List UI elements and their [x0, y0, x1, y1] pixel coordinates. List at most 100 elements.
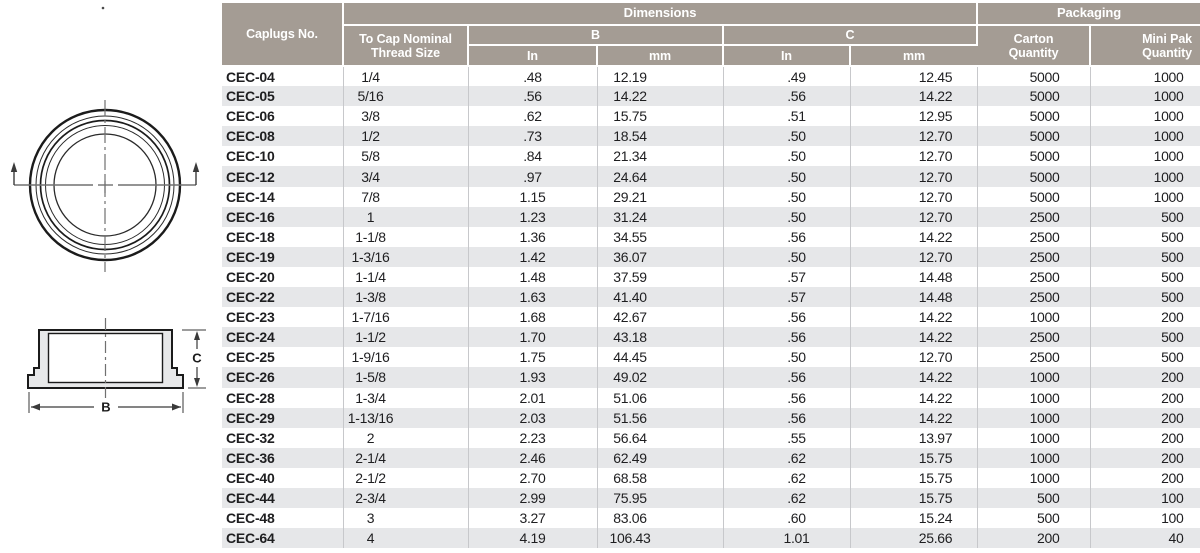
caplugs-no-cell: CEC-22	[222, 287, 344, 308]
carton-qty-cell: 2500	[977, 287, 1091, 308]
c-in-cell: .57	[723, 266, 851, 288]
b-in-cell: .84	[468, 146, 598, 167]
arrow-up-icon	[10, 162, 18, 172]
b-in-cell: 4.19	[468, 528, 598, 549]
table-row: CEC-64 4 4.19 106.43 1.01 25.66 200 40	[222, 528, 1200, 549]
b-mm-cell: 83.06	[597, 508, 724, 529]
table-row: CEC-08 1/2.73 18.54.50 12.70 5000 1000	[222, 126, 1200, 147]
mini-pak-qty-cell: 100	[1090, 508, 1200, 529]
c-in-cell: .50	[723, 347, 851, 368]
caplugs-no-cell: CEC-04	[222, 66, 344, 87]
arrow-left-icon	[31, 403, 40, 411]
c-in-cell: .56	[723, 307, 851, 328]
b-in-cell: .48	[468, 66, 598, 87]
thread-size-cell: 2-1/4	[343, 447, 469, 468]
b-mm-cell: 31.24	[597, 206, 724, 227]
carton-qty-cell: 2500	[977, 246, 1091, 267]
table-row: CEC-19 1-3/16 1.42 36.07.50 12.70 2500 500	[222, 246, 1200, 267]
carton-qty-cell: 200	[977, 528, 1091, 549]
table-row: CEC-20 1-1/4 1.48 37.59.57 14.48 2500 500	[222, 266, 1200, 288]
table-row: CEC-25 1-9/16 1.75 44.45.50 12.70 2500 500	[222, 347, 1200, 368]
mini-pak-qty-cell: 500	[1090, 327, 1200, 348]
table-row: CEC-18 1-1/8 1.36 34.55.56 14.22 2500 500	[222, 226, 1200, 247]
mini-pak-qty-cell: 200	[1090, 367, 1200, 388]
header-thread-size: To Cap Nominal Thread Size	[343, 25, 469, 67]
caplugs-no-cell: CEC-18	[222, 226, 344, 247]
b-dimension-label: B	[101, 400, 110, 415]
thread-size-cell: 1-3/8	[343, 287, 469, 308]
caplugs-no-cell: CEC-28	[222, 387, 344, 408]
c-in-cell: .50	[723, 166, 851, 187]
mini-pak-qty-cell: 1000	[1090, 126, 1200, 147]
c-mm-cell: 14.48	[850, 266, 978, 288]
c-mm-cell: 12.70	[850, 146, 978, 167]
thread-size-cell: 4	[343, 528, 469, 549]
b-in-cell: 2.70	[468, 467, 598, 488]
b-mm-cell: 24.64	[597, 166, 724, 187]
c-in-cell: .56	[723, 226, 851, 247]
table-row: CEC-04 1/4.48 12.19.49 12.45 5000 1000	[222, 66, 1200, 87]
c-mm-cell: 13.97	[850, 427, 978, 448]
c-mm-cell: 15.24	[850, 508, 978, 529]
table-row: CEC-44 2-3/4 2.99 75.95.62 15.75 500 100	[222, 487, 1200, 509]
caplugs-no-cell: CEC-40	[222, 467, 344, 488]
c-in-cell: .50	[723, 186, 851, 207]
b-mm-cell: 51.06	[597, 387, 724, 408]
header-b: B	[468, 25, 724, 46]
arrow-down-icon	[194, 378, 200, 387]
b-in-cell: 2.23	[468, 427, 598, 448]
b-mm-cell: 49.02	[597, 367, 724, 388]
mini-pak-qty-cell: 200	[1090, 447, 1200, 468]
c-in-cell: .56	[723, 367, 851, 388]
header-b-mm: mm	[597, 45, 724, 67]
thread-size-cell: 1/2	[343, 126, 469, 147]
caplugs-no-cell: CEC-05	[222, 86, 344, 107]
table-row: CEC-10 5/8.84 21.34.50 12.70 5000 1000	[222, 146, 1200, 167]
c-mm-cell: 12.70	[850, 347, 978, 368]
c-in-cell: .51	[723, 106, 851, 127]
b-mm-cell: 15.75	[597, 106, 724, 127]
table-row: CEC-32 2 2.23 56.64.55 13.97 1000 200	[222, 427, 1200, 448]
carton-qty-cell: 5000	[977, 106, 1091, 127]
b-in-cell: 1.15	[468, 186, 598, 207]
b-in-cell: 2.03	[468, 407, 598, 428]
cap-top-view-drawing	[10, 100, 200, 272]
mini-pak-qty-cell: 40	[1090, 528, 1200, 549]
b-mm-cell: 14.22	[597, 86, 724, 107]
header-packaging: Packaging	[977, 3, 1200, 26]
thread-size-cell: 1/4	[343, 66, 469, 87]
c-mm-cell: 12.70	[850, 206, 978, 227]
b-mm-cell: 34.55	[597, 226, 724, 247]
thread-size-cell: 1-13/16	[343, 407, 469, 428]
c-in-cell: .50	[723, 146, 851, 167]
caplugs-no-cell: CEC-44	[222, 487, 344, 509]
b-mm-cell: 29.21	[597, 186, 724, 207]
mini-pak-qty-cell: 200	[1090, 407, 1200, 428]
c-in-cell: .57	[723, 287, 851, 308]
c-mm-cell: 12.70	[850, 246, 978, 267]
table-row: CEC-06 3/8.62 15.75.51 12.95 5000 1000	[222, 106, 1200, 127]
caplugs-no-cell: CEC-16	[222, 206, 344, 227]
c-in-cell: .56	[723, 407, 851, 428]
c-mm-cell: 12.70	[850, 186, 978, 207]
table-row: CEC-14 7/8 1.15 29.21.50 12.70 5000 1000	[222, 186, 1200, 207]
b-mm-cell: 12.19	[597, 66, 724, 87]
mini-pak-qty-cell: 500	[1090, 206, 1200, 227]
c-mm-cell: 25.66	[850, 528, 978, 549]
b-mm-cell: 62.49	[597, 447, 724, 468]
c-mm-cell: 15.75	[850, 487, 978, 509]
carton-qty-cell: 2500	[977, 206, 1091, 227]
c-mm-cell: 14.22	[850, 387, 978, 408]
mini-pak-qty-cell: 500	[1090, 347, 1200, 368]
cap-side-section-drawing: C B	[27, 318, 206, 415]
c-mm-cell: 14.22	[850, 407, 978, 428]
b-mm-cell: 44.45	[597, 347, 724, 368]
b-mm-cell: 106.43	[597, 528, 724, 549]
carton-qty-cell: 2500	[977, 266, 1091, 288]
b-in-cell: 2.46	[468, 447, 598, 468]
carton-qty-cell: 500	[977, 508, 1091, 529]
thread-size-cell: 2-1/2	[343, 467, 469, 488]
thread-size-cell: 1-1/8	[343, 226, 469, 247]
thread-size-cell: 1-9/16	[343, 347, 469, 368]
b-in-cell: 1.36	[468, 226, 598, 247]
